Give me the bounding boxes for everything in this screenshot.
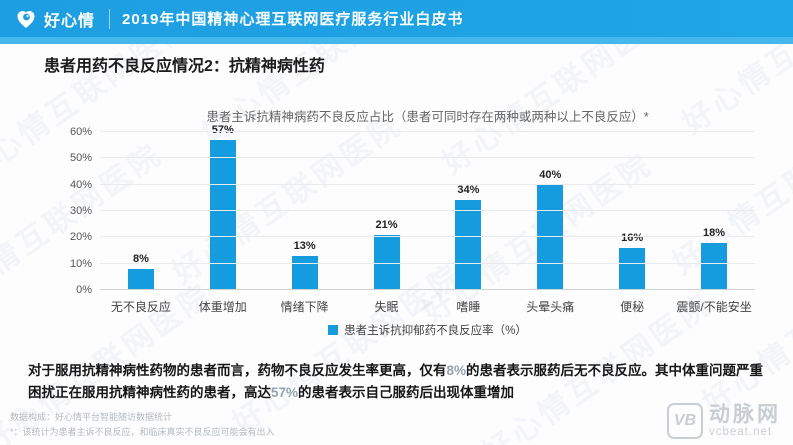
chart-legend: 患者主诉抗抑郁药不良反应率（%）: [100, 322, 755, 338]
bar: [373, 234, 400, 290]
y-tick-label: 10%: [69, 257, 92, 270]
bar-value-label: 16%: [621, 231, 644, 244]
gridline: [100, 262, 755, 264]
y-tick-label: 30%: [69, 205, 92, 217]
bar-value-label: 21%: [375, 218, 398, 231]
bar-column: 8%: [100, 132, 182, 290]
x-category-label: 嗜睡: [456, 300, 481, 314]
bar: [619, 247, 646, 290]
x-category-label: 震颤/不能安坐: [676, 300, 752, 314]
bar: [701, 242, 728, 290]
bar-column: 34%: [428, 132, 510, 290]
y-tick-label: 60%: [69, 126, 92, 138]
plot-area: 8% 57% 13% 21% 34% 40% 16% 18% 0% 10% 20% 30% 40% 50…: [70, 124, 755, 296]
bar-value-label: 13%: [293, 239, 316, 252]
gridline: [100, 131, 755, 132]
x-category-label: 情绪下降: [280, 300, 329, 314]
x-category-label: 无不良反应: [110, 300, 171, 314]
header-bar: 好心情 2019年中国精神心理互联网医疗服务行业白皮书: [0, 0, 793, 37]
bar: [127, 268, 154, 290]
bar-column: 13%: [264, 132, 346, 290]
header-accent-strip: [0, 37, 793, 44]
analysis-paragraph: 对于服用抗精神病性药物的患者而言，药物不良反应发生率更高，仅有8%的患者表示服药…: [28, 360, 767, 405]
bar-column: 18%: [673, 132, 755, 290]
gridline: [100, 183, 755, 185]
bar-value-label: 57%: [211, 123, 234, 136]
gridline: [100, 210, 755, 211]
report-title: 2019年中国精神心理互联网医疗服务行业白皮书: [122, 11, 464, 28]
legend-label: 患者主诉抗抑郁药不良反应率（%）: [344, 325, 527, 337]
y-tick-label: 0%: [76, 284, 92, 296]
statistics-disclaimer-note: *：该统计为患者主诉不良反应，和临床真实不良反应可能会有出入: [10, 427, 275, 438]
gridline: [100, 236, 755, 238]
x-category-label: 体重增加: [198, 300, 247, 314]
highlighted-value: 8%: [446, 363, 467, 378]
vcbeat-name: 动脉网: [709, 402, 781, 426]
x-axis-labels: 无不良反应 体重增加 情绪下降 失眠 嗜睡 头晕头痛 便秘 震颤/不能安坐: [100, 298, 755, 315]
vcbeat-mark-icon: VB: [667, 403, 703, 439]
analysis-text: 的患者表示服药后无不良反应。其中体重问题严重困扰正在服用抗精神病性药的患者，高达: [28, 363, 764, 401]
vcbeat-logo: VB 动脉网 vcbeat.net: [667, 403, 781, 439]
bar-column: 40%: [509, 132, 591, 290]
bar-column: 16%: [591, 132, 673, 290]
bar-value-label: 18%: [703, 226, 726, 239]
page-title: 患者用药不良反应情况2：抗精神病性药: [44, 58, 325, 75]
bar: [455, 200, 482, 290]
bar-column: 21%: [346, 132, 428, 290]
analysis-text: 对于服用抗精神病性药物的患者而言，药物不良反应发生率更高，仅有: [28, 363, 447, 378]
gridline: [100, 157, 755, 159]
x-category-label: 头晕头痛: [526, 300, 575, 314]
bar-value-label: 34%: [457, 184, 480, 197]
chart-title: 患者主诉抗精神病药不良反应占比（患者可同时存在两种或两种以上不良反应）*: [206, 110, 649, 124]
bar-value-label: 40%: [539, 168, 562, 181]
highlighted-value: 57%: [271, 385, 299, 401]
bar-value-label: 8%: [132, 252, 149, 265]
y-tick-label: 50%: [69, 152, 92, 165]
bar-chart: 患者主诉抗精神病药不良反应占比（患者可同时存在两种或两种以上不良反应）* 8% 5…: [55, 106, 770, 342]
x-category-label: 失眠: [374, 300, 399, 314]
footnotes: 数据构成：好心情平台智能随访数据统计 *：该统计为患者主诉不良反应，和临床真实不…: [10, 410, 275, 441]
legend-swatch: [328, 325, 339, 335]
heart-logo-icon: [14, 7, 38, 31]
data-source-note: 数据构成：好心情平台智能随访数据统计: [10, 412, 173, 422]
haoxinqing-logo: 好心情: [0, 7, 95, 31]
bar: [291, 255, 318, 290]
analysis-text: 的患者表示自己服药后出现体重增加: [298, 385, 515, 401]
logo-text: 好心情: [44, 12, 96, 30]
bar: [209, 139, 236, 290]
gridline: [100, 289, 755, 290]
y-tick-label: 20%: [69, 231, 92, 244]
bar-column: 57%: [182, 124, 264, 290]
y-tick-label: 40%: [69, 178, 92, 191]
header-divider: [109, 8, 111, 29]
vcbeat-domain: vcbeat.net: [709, 425, 773, 438]
x-category-label: 便秘: [620, 300, 645, 314]
